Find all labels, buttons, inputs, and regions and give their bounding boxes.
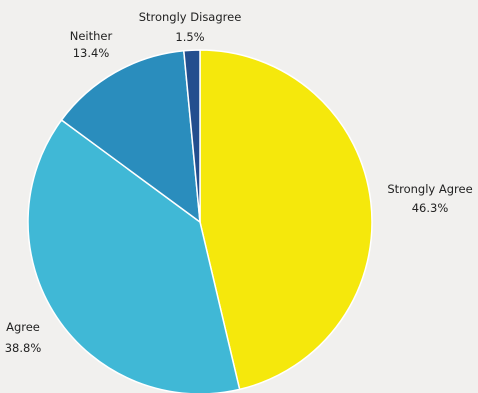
slice-label-strongly-agree: Strongly Agree (387, 182, 472, 196)
slice-value-label-agree: 38.8% (5, 341, 42, 355)
pie-slice-agree[interactable] (27, 119, 241, 393)
slice-label-agree: Agree (6, 320, 40, 334)
pie-labels: Strongly Agree 46.3% Agree 38.8% Neither 13.4… (5, 10, 473, 355)
slice-value-label-strongly-disagree: 1.5% (175, 30, 204, 44)
slice-label-strongly-disagree: Strongly Disagree (139, 10, 242, 24)
pie-slices (27, 49, 373, 393)
slice-value-label-strongly-agree: 46.3% (412, 201, 449, 215)
slice-value-label-neither: 13.4% (73, 46, 110, 60)
pie-slice-neither[interactable] (60, 50, 201, 223)
pie-slice-strongly-agree[interactable] (199, 49, 373, 391)
slice-label-neither: Neither (70, 29, 113, 43)
pie-slice-strongly-disagree[interactable] (183, 49, 201, 223)
